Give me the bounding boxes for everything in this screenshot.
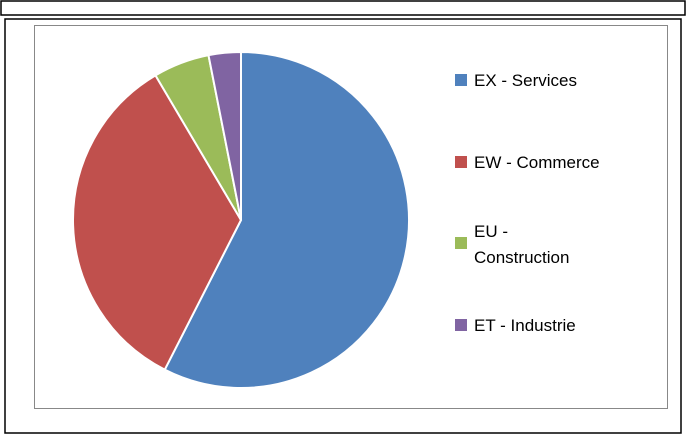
pie-slice <box>163 50 410 389</box>
legend-line: EU - <box>474 222 508 241</box>
legend-label: EU - Construction <box>474 222 569 267</box>
outer-frame <box>4 18 682 434</box>
pie-slice <box>72 74 243 372</box>
legend-line: Construction <box>474 248 569 267</box>
top-frame <box>0 0 686 16</box>
pie-slice <box>207 50 242 221</box>
legend-swatch <box>455 319 467 331</box>
legend-swatch <box>455 237 467 249</box>
legend-label: EX - Services <box>474 71 577 90</box>
legend-swatch <box>455 74 467 86</box>
legend-label: EW - Commerce <box>474 153 600 172</box>
legend-swatch <box>455 156 467 168</box>
legend-label: ET - Industrie <box>474 316 576 335</box>
